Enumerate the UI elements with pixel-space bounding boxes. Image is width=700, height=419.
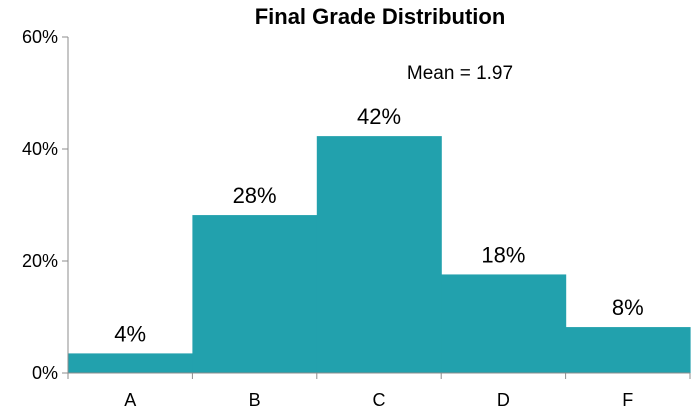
data-label-d: 18%: [481, 242, 525, 267]
data-label-a: 4%: [114, 321, 146, 346]
data-labels-group: 4% 28% 42% 18% 8%: [114, 104, 643, 346]
x-tick-label-c: C: [373, 390, 386, 410]
y-tick-label: 60%: [22, 27, 58, 47]
x-tick-label-a: A: [124, 390, 136, 410]
bar-f: [565, 327, 691, 373]
data-label-b: 28%: [233, 183, 277, 208]
y-tick-label: 40%: [22, 139, 58, 159]
mean-annotation: Mean = 1.97: [407, 63, 513, 84]
y-tick-label: 20%: [22, 251, 58, 271]
bar-c: [316, 136, 442, 373]
axes-group: 0% 20% 40% 60% A B C D F: [22, 27, 691, 410]
x-tick-label-d: D: [497, 390, 510, 410]
bars-group: [68, 136, 691, 373]
bar-d: [441, 274, 567, 373]
bar-a: [68, 353, 193, 373]
y-tick-label: 0%: [32, 363, 58, 383]
data-label-f: 8%: [612, 295, 644, 320]
x-tick-label-f: F: [622, 390, 633, 410]
data-label-c: 42%: [357, 104, 401, 129]
x-tick-label-b: B: [249, 390, 261, 410]
bar-b: [192, 215, 318, 373]
chart-title: Final Grade Distribution: [255, 4, 506, 29]
